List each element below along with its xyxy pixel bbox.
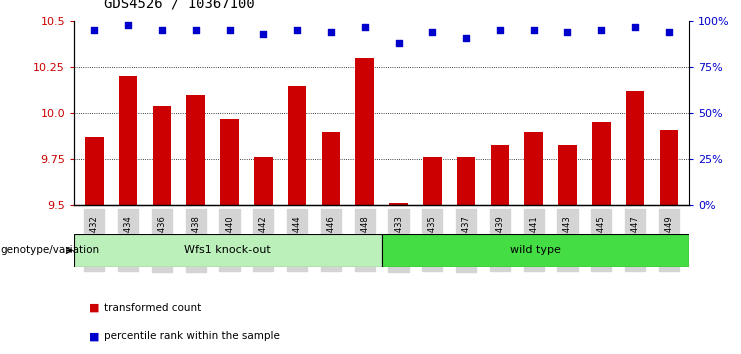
Point — [190, 28, 202, 33]
Bar — [288, 86, 307, 205]
Bar — [153, 106, 171, 205]
Bar — [74, 234, 382, 267]
Point — [224, 28, 236, 33]
Bar — [423, 158, 442, 205]
Point — [359, 24, 370, 30]
Bar — [659, 130, 678, 205]
Bar — [491, 144, 509, 205]
Point — [291, 28, 303, 33]
Bar — [220, 119, 239, 205]
Point — [494, 28, 506, 33]
Point — [663, 29, 675, 35]
Point — [562, 29, 574, 35]
Text: ■: ■ — [89, 303, 99, 313]
Bar — [525, 132, 543, 205]
Bar — [322, 132, 340, 205]
Bar — [389, 204, 408, 205]
Bar — [382, 234, 689, 267]
Bar — [592, 122, 611, 205]
Point — [595, 28, 607, 33]
Text: Wfs1 knock-out: Wfs1 knock-out — [185, 245, 271, 256]
Point — [528, 28, 539, 33]
Bar — [254, 158, 273, 205]
Bar — [119, 76, 138, 205]
Text: transformed count: transformed count — [104, 303, 201, 313]
Text: wild type: wild type — [510, 245, 561, 256]
Point — [325, 29, 337, 35]
Bar — [558, 144, 576, 205]
Text: genotype/variation: genotype/variation — [1, 245, 100, 256]
Point — [156, 28, 168, 33]
Point — [629, 24, 641, 30]
Point — [257, 31, 269, 37]
Bar — [85, 137, 104, 205]
Bar — [625, 91, 645, 205]
Bar — [187, 95, 205, 205]
Bar — [356, 58, 374, 205]
Point — [393, 40, 405, 46]
Text: percentile rank within the sample: percentile rank within the sample — [104, 331, 279, 341]
Point — [426, 29, 438, 35]
Point — [88, 28, 100, 33]
Bar — [456, 158, 476, 205]
Text: GDS4526 / 10367100: GDS4526 / 10367100 — [104, 0, 254, 11]
Point — [122, 22, 134, 28]
Text: ■: ■ — [89, 331, 99, 341]
Point — [460, 35, 472, 41]
